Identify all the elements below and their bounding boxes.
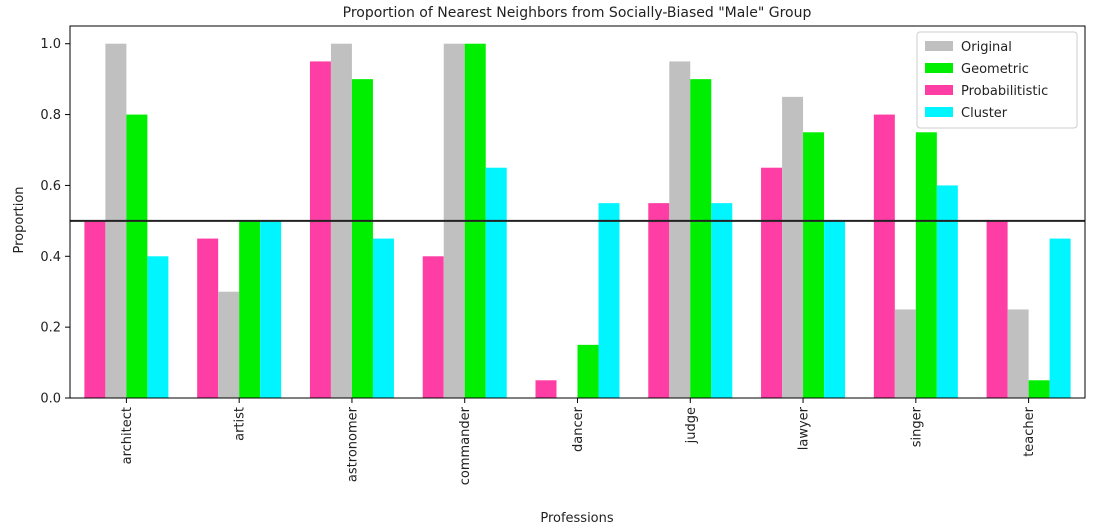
legend-swatch-original bbox=[925, 41, 953, 51]
bar-judge-cluster bbox=[711, 203, 733, 398]
x-tick-label-judge: judge bbox=[684, 407, 699, 444]
legend-swatch-geometric bbox=[925, 63, 953, 73]
bar-architect-probabilitistic bbox=[84, 220, 106, 398]
bar-singer-original bbox=[894, 309, 916, 398]
bar-singer-probabilitistic bbox=[873, 114, 895, 398]
bar-judge-original bbox=[669, 61, 691, 399]
x-tick-label-teacher: teacher bbox=[1022, 406, 1037, 456]
legend-label-geometric: Geometric bbox=[961, 62, 1029, 77]
legend-swatch-probabilitistic bbox=[925, 85, 953, 95]
bar-artist-probabilitistic bbox=[197, 238, 219, 398]
bars-group bbox=[70, 43, 1085, 399]
bar-lawyer-geometric bbox=[803, 132, 825, 399]
bar-commander-cluster bbox=[485, 167, 507, 398]
bar-architect-cluster bbox=[147, 256, 169, 398]
axes-group: 0.0 0.2 0.4 0.6 0.8 1.0 architect artist astrono… bbox=[40, 25, 1086, 485]
bar-astronomer-geometric bbox=[351, 79, 373, 398]
x-tick-label-astronomer: astronomer bbox=[345, 406, 360, 482]
bar-teacher-geometric bbox=[1028, 380, 1050, 398]
y-tick-label: 1.0 bbox=[40, 37, 61, 52]
legend-box bbox=[916, 31, 1078, 129]
bar-artist-original bbox=[218, 291, 240, 398]
bar-dancer-cluster bbox=[598, 203, 620, 398]
bar-judge-geometric bbox=[690, 79, 712, 398]
legend-label-original: Original bbox=[961, 40, 1012, 55]
bar-commander-probabilitistic bbox=[422, 256, 444, 398]
legend-swatch-cluster bbox=[925, 107, 953, 117]
bar-lawyer-cluster bbox=[824, 220, 846, 398]
legend-label-probabilitistic: Probabilitistic bbox=[961, 84, 1048, 99]
bar-teacher-probabilitistic bbox=[986, 220, 1008, 398]
bar-dancer-probabilitistic bbox=[535, 380, 557, 398]
bar-artist-cluster bbox=[260, 220, 282, 398]
y-tick-label: 0.8 bbox=[40, 108, 61, 123]
x-axis-title: Professions bbox=[540, 511, 614, 526]
y-tick-label: 0.4 bbox=[40, 250, 61, 265]
x-tick-label-singer: singer bbox=[909, 406, 924, 447]
bar-singer-geometric bbox=[915, 132, 937, 399]
bar-lawyer-original bbox=[782, 96, 804, 399]
bar-teacher-original bbox=[1007, 309, 1029, 398]
bar-teacher-cluster bbox=[1049, 238, 1071, 398]
x-tick-label-architect: architect bbox=[120, 407, 135, 464]
x-tick-label-dancer: dancer bbox=[571, 406, 586, 452]
bar-lawyer-probabilitistic bbox=[761, 167, 783, 398]
bar-dancer-geometric bbox=[577, 344, 599, 398]
y-axis-title: Proportion bbox=[12, 186, 27, 253]
chart-title: Proportion of Nearest Neighbors from Soc… bbox=[343, 5, 812, 21]
y-tick-label: 0.0 bbox=[40, 392, 61, 407]
x-tick-label-lawyer: lawyer bbox=[797, 406, 812, 450]
legend-label-cluster: Cluster bbox=[961, 106, 1008, 121]
bar-artist-geometric bbox=[239, 220, 261, 398]
x-tick-label-commander: commander bbox=[458, 406, 473, 485]
legend: Original Geometric Probabilitistic Cluster bbox=[916, 31, 1078, 129]
bar-astronomer-cluster bbox=[372, 238, 394, 398]
y-tick-label: 0.2 bbox=[40, 321, 61, 336]
x-tick-label-artist: artist bbox=[233, 407, 248, 441]
y-tick-label: 0.6 bbox=[40, 179, 61, 194]
bar-architect-geometric bbox=[126, 114, 148, 398]
bar-singer-cluster bbox=[936, 185, 958, 398]
bar-astronomer-probabilitistic bbox=[309, 61, 331, 399]
bar-judge-probabilitistic bbox=[648, 203, 670, 398]
